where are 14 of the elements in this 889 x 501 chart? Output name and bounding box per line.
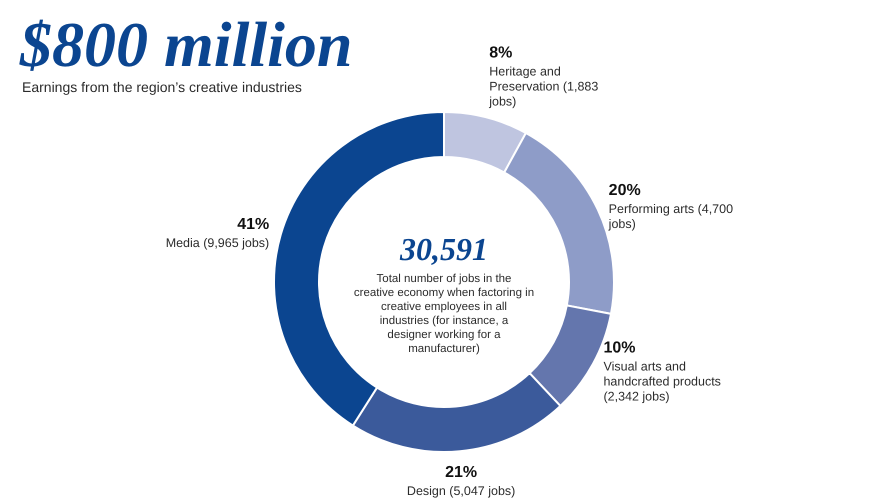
slice-label: Performing arts (4,700 jobs) [608,202,734,232]
text: Total number of jobs in the creative economy when factoring in creative employees in all industries (for instance, a designer working for a manufacturer) [354,273,534,355]
data-label: 41% [237,216,270,234]
data-label: 21% [445,464,478,482]
data-label: 8% [489,44,512,62]
chart-title: $800 million [19,9,352,80]
slice-label: Design (5,047 jobs) [406,484,516,498]
text: 30,591 [399,231,488,267]
slice-label: Heritage and Preservation (1,883 jobs) [488,64,598,109]
text: Earnings from the region’s creative industries [22,79,302,95]
slice-label: Media (9,965 jobs) [166,236,270,250]
slice-label: Visual arts and handcrafted products (2,342 jobs) [603,360,721,404]
data-label: 10% [603,340,636,357]
data-label: 20% [608,182,641,200]
